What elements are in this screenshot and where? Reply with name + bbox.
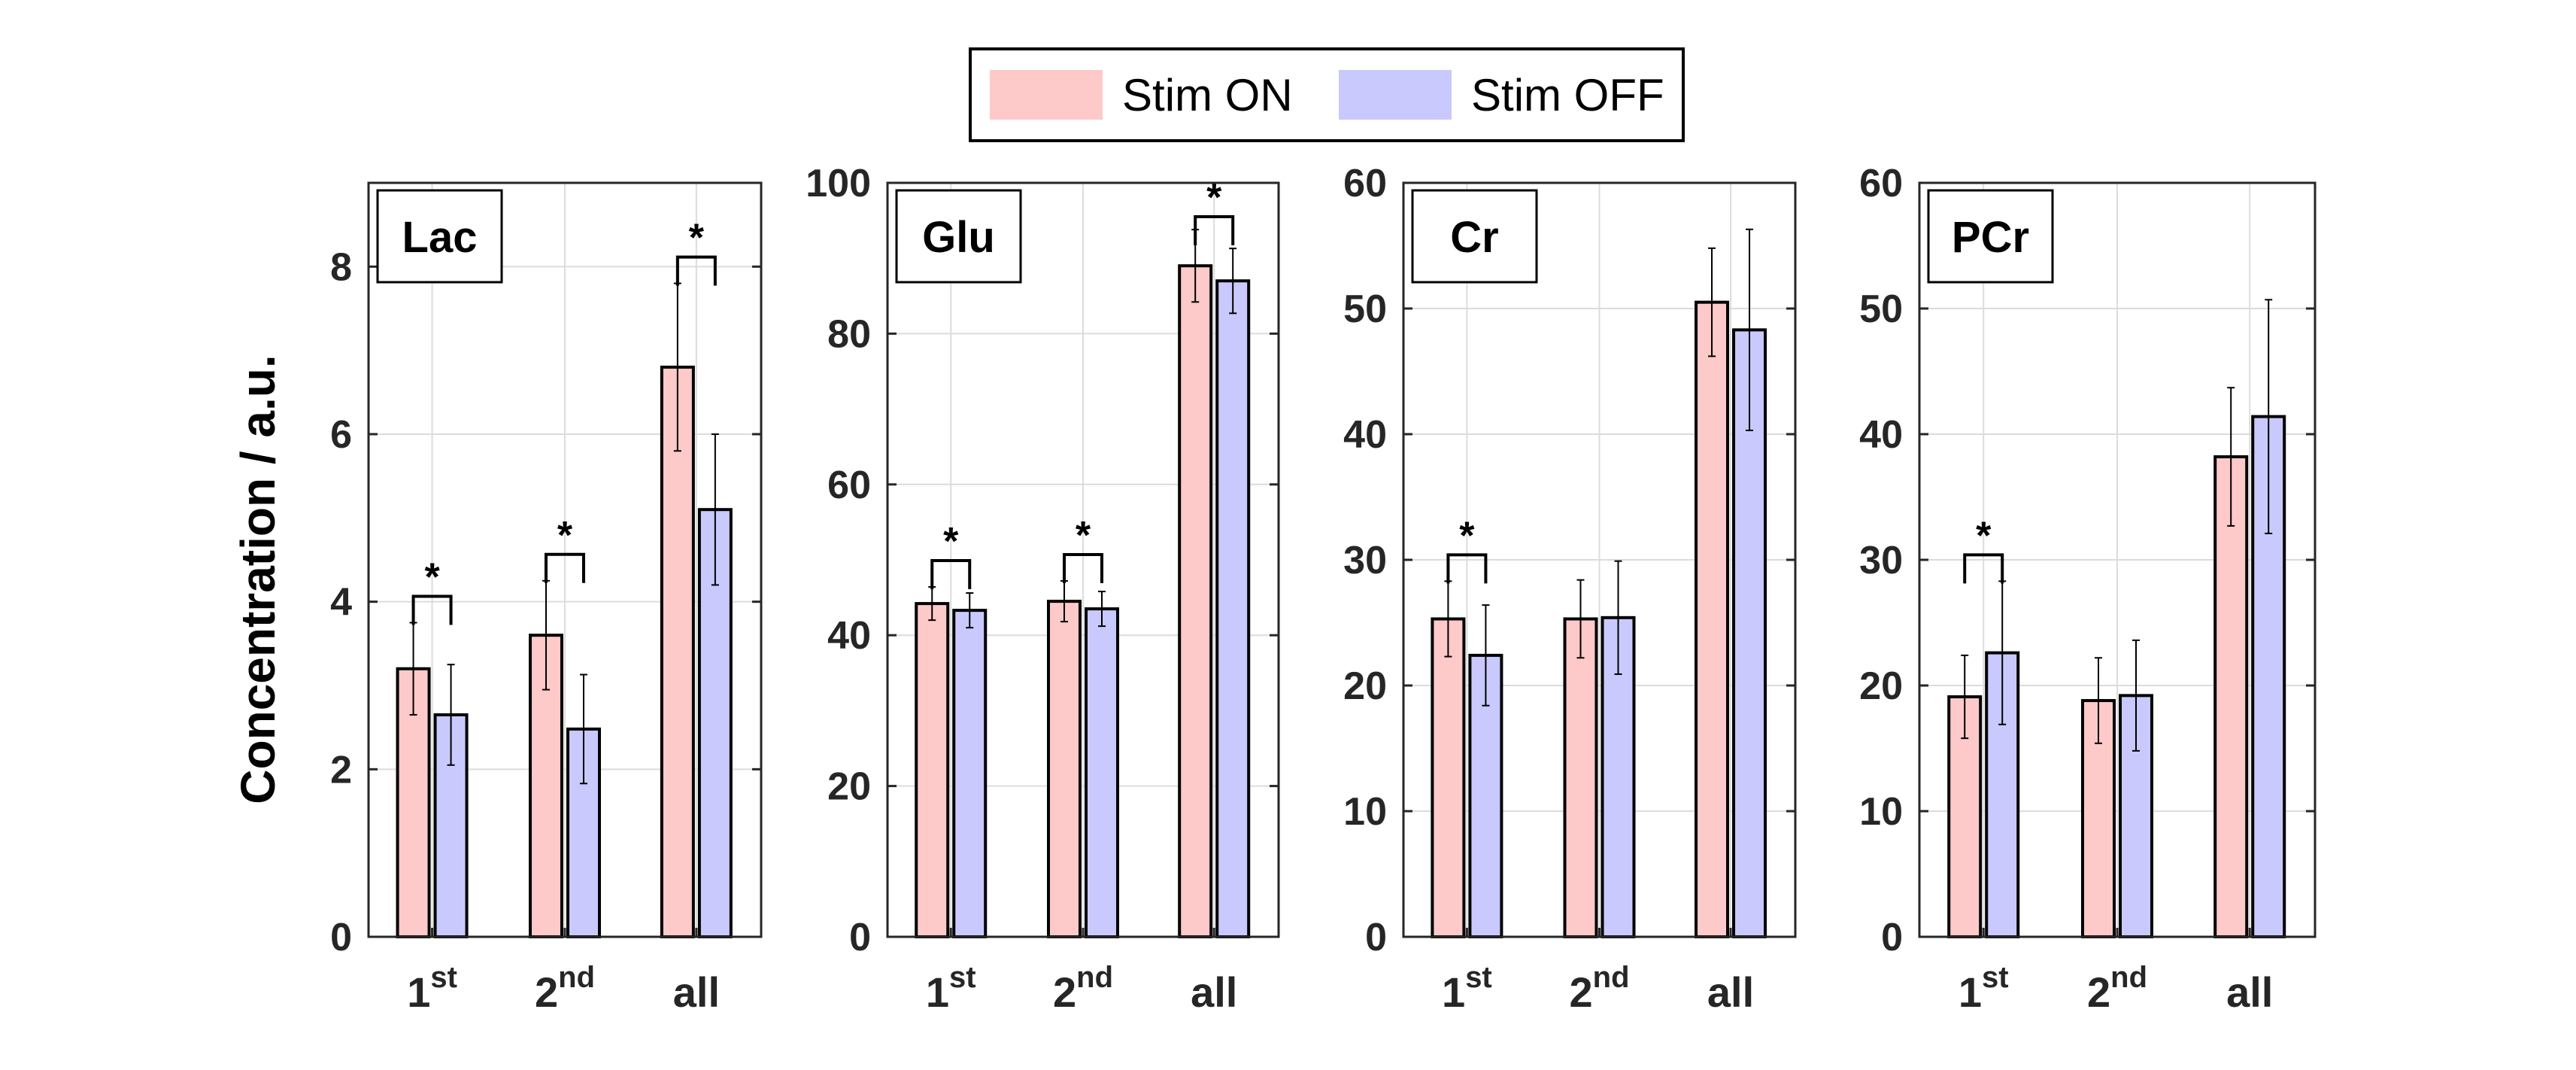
bar-stim-on [660,365,695,938]
significance-bracket [545,552,585,583]
panel-title: Glu [922,213,995,262]
bar-stim-on [1178,264,1213,939]
significance-star: * [1976,514,1992,558]
y-tick-label: 50 [1859,287,1903,331]
significance-star: * [1076,514,1091,558]
significance-star: * [1206,176,1222,220]
x-tick-label: 2nd [1053,961,1113,1016]
bar-stim-on [1431,617,1466,938]
x-tick-label: all [1191,968,1237,1016]
significance-star: * [689,217,705,260]
y-tick-label: 6 [330,413,352,457]
x-tick-label: 1st [1959,961,2009,1016]
panel-glu: * * * 0 20 40 60 80 100 1st 2nd all Glu [806,162,1280,1016]
y-tick-label: 4 [330,581,352,625]
significance-bracket [1963,553,2004,584]
panel-title-box [376,189,503,284]
y-tick-label: 2 [330,748,352,792]
legend: Stim ON Stim OFF [969,47,1685,142]
x-tick-label: 2nd [1569,961,1629,1016]
y-tick-label: 0 [849,916,871,959]
panel-title-box [1927,189,2054,284]
y-tick-label: 80 [827,312,871,356]
significance-star: * [557,514,573,558]
legend-swatch [990,70,1103,120]
y-tick-label: 50 [1343,287,1387,331]
y-tick-label: 0 [330,916,352,959]
y-axis-label: Concentration / a.u. [231,354,285,804]
y-tick-label: 30 [1343,539,1387,582]
y-tick-label: 40 [827,614,871,658]
significance-star: * [1459,514,1475,558]
significance-bracket [411,594,453,625]
x-tick-label: 2nd [535,961,595,1016]
legend-swatch [1339,70,1452,120]
significance-bracket [930,559,972,590]
y-tick-label: 20 [1343,664,1387,708]
x-tick-label: 2nd [2087,961,2147,1016]
y-tick-label: 0 [1365,916,1387,959]
bar-stim-off [1215,279,1251,938]
bar-stim-on [1695,300,1730,938]
y-tick-label: 60 [1343,162,1387,205]
significance-bracket [1063,553,1103,584]
legend-label: Stim ON [1122,70,1293,120]
x-tick-label: 1st [1442,961,1492,1016]
significance-star: * [943,520,959,564]
y-tick-label: 60 [1859,162,1903,205]
x-tick-label: all [673,968,720,1016]
x-tick-label: all [1707,968,1754,1016]
bar-stim-off [1085,607,1119,938]
panel-title: Cr [1450,213,1498,262]
significance-bracket [1194,215,1235,245]
significance-bracket [1446,553,1488,584]
y-tick-label: 60 [827,464,871,507]
panel-lac: * * * 0 2 4 6 8 1st 2nd all Lac [330,181,763,1016]
y-tick-label: 40 [1343,413,1387,457]
panel-cr: * 0 10 20 30 40 50 60 1st 2nd all Cr [1343,162,1797,1016]
panel-pcr: * 0 10 20 30 40 50 60 1st 2nd all PCr [1859,162,2317,1016]
significance-bracket [675,255,717,286]
x-tick-label: 1st [926,961,976,1016]
panel-title-box [895,189,1022,284]
x-tick-label: all [2226,968,2273,1016]
y-tick-label: 0 [1881,916,1903,959]
y-tick-label: 8 [330,245,352,289]
y-tick-label: 10 [1343,790,1387,834]
y-tick-label: 10 [1859,790,1903,834]
bar-stim-off [952,609,988,938]
bar-stim-on [1563,617,1598,938]
y-tick-label: 100 [806,162,871,205]
significance-star: * [424,555,440,599]
y-tick-label: 20 [827,765,871,809]
x-tick-label: 1st [407,961,457,1016]
bar-stim-on [1047,600,1082,938]
panel-title: Lac [402,213,478,262]
y-tick-label: 40 [1859,413,1903,457]
legend-label: Stim OFF [1471,70,1664,120]
panel-title-box [1411,189,1538,284]
panel-title: PCr [1952,213,2029,262]
y-tick-label: 20 [1859,664,1903,708]
y-tick-label: 30 [1859,539,1903,582]
bar-stim-on [915,602,950,939]
bar-stim-on [2213,455,2249,938]
